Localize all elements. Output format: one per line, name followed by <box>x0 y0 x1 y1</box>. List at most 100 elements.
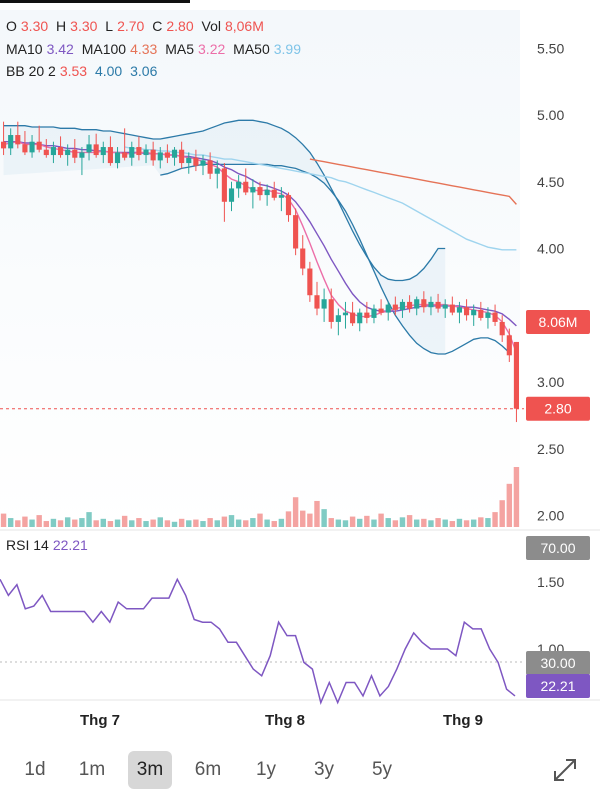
volume-bar <box>0 513 7 527</box>
volume-bar <box>22 516 28 527</box>
candle-body <box>0 141 7 149</box>
ma100-value: 4.33 <box>130 41 158 57</box>
volume-bar <box>93 520 99 527</box>
candle-body <box>207 160 213 174</box>
time-tick-label: Thg 7 <box>80 712 120 729</box>
high-value: 3.30 <box>70 18 98 34</box>
close-value: 2.80 <box>166 18 194 34</box>
candle-body <box>371 308 377 318</box>
volume-bar <box>43 521 50 527</box>
price-tick-label: 2.00 <box>537 508 564 524</box>
candle-body <box>79 152 85 158</box>
volume-bar <box>114 519 121 527</box>
volume-bar <box>171 521 178 527</box>
volume-bar <box>335 519 342 527</box>
bb-middle-value: 4.00 <box>94 63 123 79</box>
volume-bar <box>86 512 92 527</box>
volume-bar <box>485 518 491 527</box>
tab-3m[interactable]: 3m <box>128 751 172 789</box>
candle-body <box>65 149 71 156</box>
rsi-value: 22.21 <box>52 537 88 553</box>
ma50-value: 3.99 <box>273 41 301 57</box>
tab-1m[interactable]: 1m <box>78 759 106 780</box>
candle-body <box>157 152 163 161</box>
candle-body <box>271 189 277 198</box>
volume-bar <box>456 518 463 527</box>
candle-body <box>449 304 455 313</box>
volume-bar <box>321 509 327 527</box>
price-tick-label: 4.00 <box>537 241 564 257</box>
candle-body <box>143 149 149 156</box>
candle-body <box>293 215 299 249</box>
volume-bar <box>506 483 513 527</box>
candle-body <box>442 304 448 309</box>
volume-bar <box>385 518 391 527</box>
bb-label: BB 20 2 <box>6 63 56 79</box>
volume-bar <box>378 513 384 527</box>
volume-bar <box>342 520 349 527</box>
candle-body <box>414 299 420 309</box>
volume-bar <box>328 518 334 527</box>
bollinger-upper-line <box>3 119 446 282</box>
volume-bar <box>257 513 263 527</box>
volume-bar <box>100 518 106 527</box>
candle-body <box>43 149 49 156</box>
volume-bar <box>392 520 399 527</box>
time-tick-label: Thg 8 <box>265 712 305 729</box>
candle-body <box>236 181 242 189</box>
tab-3y[interactable]: 3y <box>313 759 335 780</box>
candle-body <box>321 299 327 309</box>
tab-5y[interactable]: 5y <box>371 759 393 780</box>
volume-bar <box>414 519 420 527</box>
volume-bar <box>292 497 299 527</box>
volume-bar <box>406 515 413 527</box>
volume-bar <box>285 511 292 527</box>
candle-body <box>499 321 505 336</box>
open-label: O <box>6 18 17 34</box>
bb-upper-value: 3.53 <box>59 63 88 79</box>
close-label: C <box>152 18 163 34</box>
candle-body <box>471 309 477 316</box>
volume-bar <box>136 518 142 527</box>
top-indicator-bar <box>0 0 190 3</box>
volume-bar <box>470 519 477 527</box>
candle-body <box>464 307 470 316</box>
rsi-pane-background <box>0 556 520 700</box>
last-price-badge: 2.80 <box>544 401 571 417</box>
tab-6m[interactable]: 6m <box>194 759 222 780</box>
candle-body <box>50 147 56 156</box>
candle-body <box>15 135 21 145</box>
volume-bar <box>463 520 470 527</box>
low-label: L <box>105 18 114 34</box>
price-tick-label: 4.50 <box>537 174 564 190</box>
candle-body <box>278 195 284 198</box>
candle-body <box>364 312 370 318</box>
volume-bar <box>200 521 206 527</box>
tab-1d[interactable]: 1d <box>24 759 46 780</box>
ma5-value: 3.22 <box>198 41 226 57</box>
price-tick-label: 5.50 <box>537 40 564 56</box>
bollinger-band-fill <box>3 120 446 354</box>
ma100-line <box>309 158 517 205</box>
ma10-label: MA10 <box>6 41 43 57</box>
volume-bar <box>399 517 406 527</box>
volume-bar <box>157 517 163 527</box>
ma10-value: 3.42 <box>46 41 74 57</box>
stock-chart[interactable]: 5.50 5.00 4.50 4.00 3.00 2.50 2.00 8.06M 2.80 1.5… <box>0 0 600 745</box>
volume-bar <box>164 520 171 527</box>
candle-body <box>485 312 491 318</box>
volume-bar <box>186 520 192 527</box>
ma-legend: MA10 3.42 MA100 4.33 MA5 3.22 MA50 3.99 <box>6 41 305 57</box>
volume-bar <box>478 517 484 527</box>
price-tick-label: 5.00 <box>537 107 564 123</box>
volume-badge: 8.06M <box>539 314 578 330</box>
tab-1y[interactable]: 1y <box>255 759 277 780</box>
time-tick-label: Thg 9 <box>443 712 483 729</box>
rsi-70-badge-background <box>526 536 590 560</box>
expand-icon[interactable] <box>552 757 578 783</box>
rsi-label: RSI 14 <box>6 537 49 553</box>
candle-body <box>228 188 235 202</box>
volume-bar <box>150 519 156 527</box>
volume-bar <box>193 519 199 527</box>
candle-body <box>264 189 270 196</box>
